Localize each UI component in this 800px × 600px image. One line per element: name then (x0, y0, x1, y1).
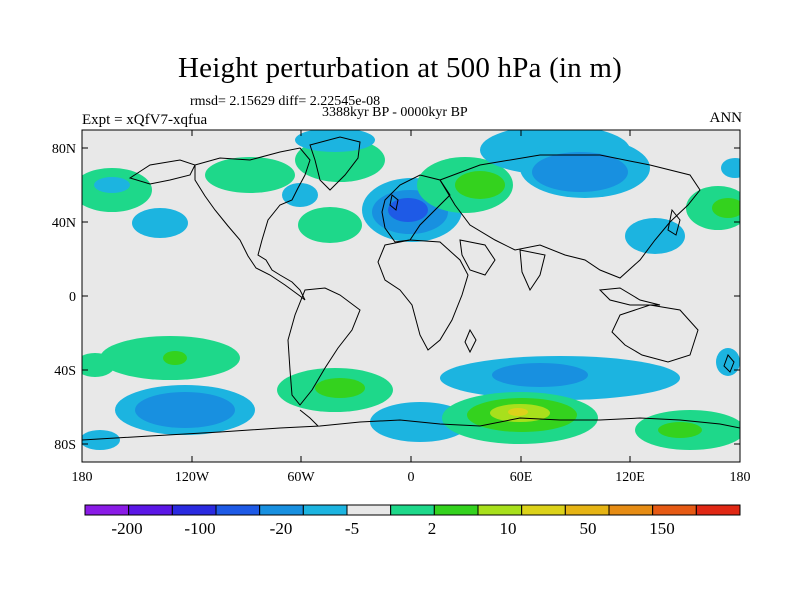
anomaly-se-blue (716, 348, 740, 376)
lon-label-0: 0 (408, 470, 415, 485)
season-label: ANN (709, 110, 743, 126)
colorbar-labels: -200 -100 -20 -5 2 10 50 150 (111, 519, 674, 538)
anomaly-greenland-blue (295, 130, 375, 152)
arabia-coast (459, 239, 496, 276)
colorbar-swatch (128, 504, 173, 516)
colorbar-label-m5: -5 (345, 519, 359, 538)
colorbar-label-10: 10 (500, 519, 517, 538)
alaska-coast (128, 159, 196, 185)
lat-ticks (82, 147, 740, 445)
colorbar-swatch (259, 504, 304, 516)
europe-coast (381, 174, 451, 243)
experiment-label: Expt = xQfV7-xqfua (82, 112, 208, 128)
anomaly-sw-teal-west (82, 353, 115, 377)
anomaly-antarctic-yellow (508, 408, 528, 416)
anomaly-ne-green (712, 198, 740, 218)
period-label: 3388kyr BP - 0000kyr BP (322, 105, 468, 120)
anomaly-se-green (658, 422, 702, 438)
anomaly-w-blue (132, 208, 188, 238)
colorbar-label-m200: -200 (111, 519, 142, 538)
indonesia-coast (598, 287, 661, 306)
anomaly-sw-green (163, 351, 187, 365)
colorbar-label-50: 50 (580, 519, 597, 538)
anomaly-pacific-midblue (135, 392, 235, 428)
coastlines (82, 136, 740, 441)
anomaly-satlantic-green (315, 378, 365, 398)
stats-line: rmsd= 2.15629 diff= 2.22545e-08 (190, 94, 381, 109)
lon-label-180w: 180 (72, 470, 93, 485)
anomaly-e-blue (721, 158, 740, 178)
japan-coast (667, 208, 681, 236)
colorbar-swatch (84, 504, 130, 516)
anomaly-atlantic-teal (298, 207, 362, 243)
lat-label-80s: 80S (54, 438, 76, 453)
new-zealand-coast (723, 354, 735, 373)
anomaly-indian-midblue (492, 363, 588, 387)
lat-label-40s: 40S (54, 364, 76, 379)
lat-label-80n: 80N (52, 142, 76, 157)
lon-label-120e: 120E (615, 470, 645, 485)
anomaly-southpole-lightblue (82, 430, 120, 450)
anomaly-europe-blue (388, 198, 428, 222)
colorbar-swatch (608, 504, 654, 516)
lon-label-180e: 180 (730, 470, 751, 485)
lon-label-60e: 60E (510, 470, 533, 485)
madagascar-coast (464, 328, 477, 354)
anomaly-japan-blue (625, 218, 685, 254)
lat-labels: 80N 40N 0 40S 80S (52, 142, 76, 453)
colorbar-swatch (564, 504, 610, 516)
africa-coast (377, 239, 469, 351)
colorbar-swatch (346, 504, 392, 516)
colorbar-swatch (433, 504, 479, 516)
colorbar-swatch (390, 504, 435, 516)
lat-label-0: 0 (69, 290, 76, 305)
colorbar-swatch (171, 504, 217, 516)
antarctica-coast (82, 417, 740, 441)
colorbar-swatch (695, 504, 741, 516)
anomaly-canada-blue (282, 183, 318, 207)
lat-label-40n: 40N (52, 216, 76, 231)
india-coast (519, 249, 546, 292)
anomaly-nw-blue (94, 177, 130, 193)
anomaly-siberia-green (455, 171, 505, 199)
colorbar-label-m100: -100 (184, 519, 215, 538)
antarctic-peninsula (299, 409, 319, 427)
lon-label-60w: 60W (287, 470, 315, 485)
map-title: Height perturbation at 500 hPa (in m) (178, 52, 622, 84)
lon-label-120w: 120W (175, 470, 210, 485)
anomaly-asia-midblue (532, 152, 628, 192)
colorbar-swatch (215, 504, 261, 516)
australia-coast (611, 304, 699, 363)
anomaly-canada-teal (205, 157, 295, 193)
colorbar-label-m20: -20 (270, 519, 293, 538)
south-america-coast (287, 287, 361, 406)
colorbar-swatch (477, 504, 523, 516)
colorbar-label-150: 150 (649, 519, 675, 538)
north-america-coast (194, 147, 311, 301)
asia-coast (439, 154, 701, 279)
colorbar-swatch (652, 504, 697, 516)
colorbar-swatch (521, 504, 566, 516)
colorbar-swatch (302, 504, 348, 516)
uk-coast (389, 194, 399, 211)
greenland-coast (309, 136, 361, 191)
colorbar (84, 504, 741, 516)
lon-labels: 180 120W 60W 0 60E 120E 180 (72, 470, 751, 485)
colorbar-label-2: 2 (428, 519, 437, 538)
lon-ticks (81, 130, 741, 462)
